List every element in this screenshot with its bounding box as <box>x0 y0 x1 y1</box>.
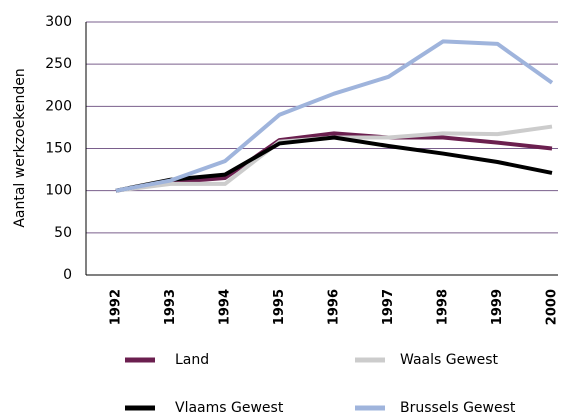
x-tick-label: 1999 <box>490 289 505 325</box>
y-tick-label: 50 <box>54 225 72 241</box>
line-series <box>115 131 553 193</box>
y-tick-label: 150 <box>45 141 72 157</box>
y-tick-label: 100 <box>45 183 72 199</box>
line-series <box>115 135 553 193</box>
legend-label: Waals Gewest <box>400 352 499 368</box>
line-series <box>115 39 554 193</box>
y-tick-label: 300 <box>45 14 72 30</box>
y-tick-label: 0 <box>63 267 72 283</box>
x-tick-label: 1994 <box>218 289 233 325</box>
x-tick-label: 1996 <box>327 289 342 325</box>
x-tick-label: 1995 <box>272 289 287 325</box>
x-tick-label: 1992 <box>109 289 124 325</box>
legend-label: Vlaams Gewest <box>175 400 284 416</box>
y-tick-label: 250 <box>45 56 72 72</box>
x-tick-label: 1997 <box>381 289 396 325</box>
x-tick-label: 2000 <box>545 289 560 325</box>
y-tick-label: 200 <box>45 98 72 114</box>
x-tick-label: 1993 <box>163 289 178 325</box>
legend-label: Brussels Gewest <box>400 400 516 416</box>
y-axis-label: Aantal werkzoekenden <box>12 68 28 227</box>
x-tick-label: 1998 <box>436 289 451 325</box>
legend-label: Land <box>175 352 209 368</box>
